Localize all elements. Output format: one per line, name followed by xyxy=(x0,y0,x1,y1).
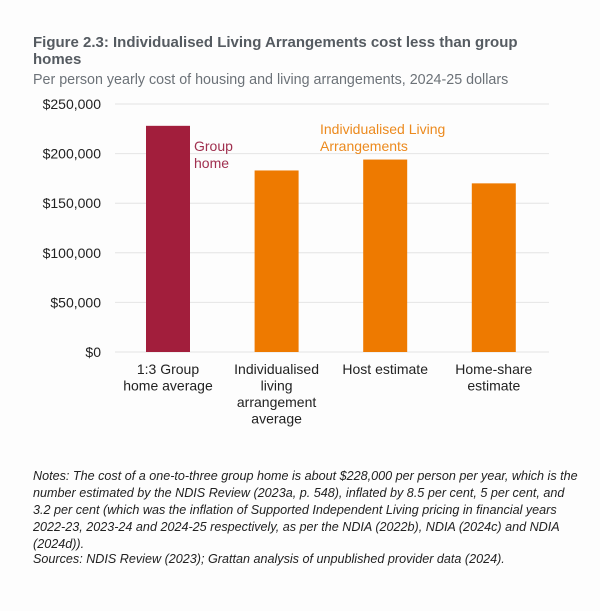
annotation-ila: Individualised Living Arrangements xyxy=(320,121,445,154)
x-category-label: 1:3 Group home average xyxy=(123,361,213,394)
figure-sources: Sources: NDIS Review (2023); Grattan ana… xyxy=(33,552,505,566)
y-tick-label: $50,000 xyxy=(50,294,101,310)
x-category-label-line: home average xyxy=(123,378,213,394)
x-category-label: Host estimate xyxy=(342,361,428,377)
y-tick-label: $250,000 xyxy=(43,96,102,112)
x-axis-labels: 1:3 Group home average Individualised livin… xyxy=(123,361,532,427)
annotation-line: Individualised Living xyxy=(320,121,445,137)
annotation-line: home xyxy=(194,155,229,171)
bar-chart: $0 $50,000 $100,000 $150,000 $200,000 $250,00… xyxy=(43,96,549,427)
bar-group xyxy=(146,125,190,352)
x-category-label-line: Individualised xyxy=(234,361,319,377)
y-tick-label: $150,000 xyxy=(43,195,102,211)
x-category-label-line: average xyxy=(251,411,302,427)
y-axis-ticks: $0 $50,000 $100,000 $150,000 $200,000 $250,00… xyxy=(43,96,102,360)
y-tick-label: $0 xyxy=(85,344,101,360)
annotation-line: Arrangements xyxy=(320,138,408,154)
bar-ila xyxy=(254,170,299,352)
x-category-label-line: Host estimate xyxy=(342,361,428,377)
figure-title: Figure 2.3: Individualised Living Arrang… xyxy=(33,34,518,68)
x-category-label-line: Home-share xyxy=(455,361,532,377)
x-category-label-line: 1:3 Group xyxy=(137,361,199,377)
y-tick-label: $200,000 xyxy=(43,146,102,162)
x-category-label-line: estimate xyxy=(467,378,520,394)
x-category-label-line: living xyxy=(261,378,293,394)
y-tick-label: $100,000 xyxy=(43,245,102,261)
x-category-label-line: arrangement xyxy=(237,394,316,410)
figure-subtitle: Per person yearly cost of housing and li… xyxy=(33,72,509,88)
annotations: Group home Individualised Living Arrangemen… xyxy=(194,121,445,171)
bar-ila xyxy=(363,159,408,352)
bars xyxy=(146,125,516,352)
bar-ila xyxy=(471,183,516,352)
figure-notes: Notes: The cost of a one-to-three group … xyxy=(33,469,578,551)
x-category-label: Home-share estimate xyxy=(455,361,532,394)
annotation-line: Group xyxy=(194,138,233,154)
annotation-group: Group home xyxy=(194,138,233,171)
x-category-label: Individualised living arrangement average xyxy=(234,361,319,427)
